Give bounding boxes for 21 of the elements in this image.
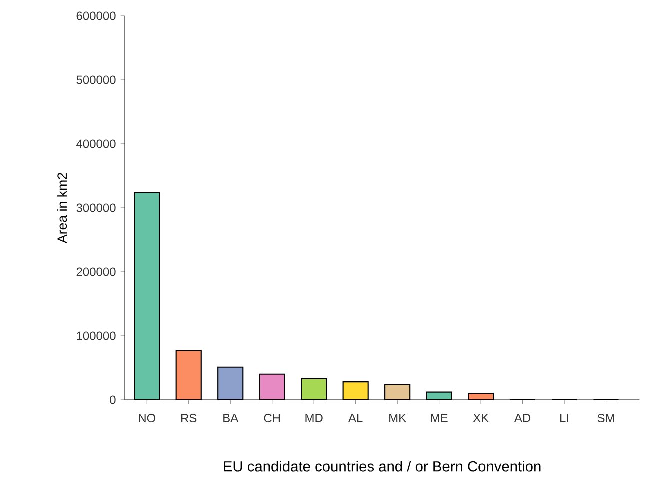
x-tick-label: XK — [473, 414, 489, 422]
x-tick-label: SM — [598, 414, 614, 423]
x-tick-label: AL — [348, 414, 363, 422]
y-axis-title: Area in km2 — [57, 173, 68, 244]
y-tick-label: 400000 — [76, 140, 116, 148]
y-tick-label: 300000 — [76, 204, 116, 212]
x-tick-label: AD — [514, 414, 531, 422]
x-tick-label: MD — [306, 414, 323, 422]
x-tick-label: CH — [264, 414, 280, 423]
x-axis-title: EU candidate countries and / or Bern Convention — [224, 461, 541, 472]
x-tick-label: RS — [182, 414, 197, 423]
x-tick-label: NO — [139, 414, 156, 423]
y-tick-label: 200000 — [76, 268, 116, 276]
x-tick-label: LI — [560, 414, 568, 422]
y-tick-label: 600000 — [76, 12, 116, 20]
y-tick-label: 0 — [110, 396, 116, 404]
x-tick-label: MK — [390, 414, 406, 422]
x-tick-label: BA — [224, 414, 239, 422]
y-tick-label: 100000 — [77, 332, 116, 340]
x-tick-label: ME — [431, 414, 448, 422]
y-tick-label: 500000 — [76, 76, 116, 84]
